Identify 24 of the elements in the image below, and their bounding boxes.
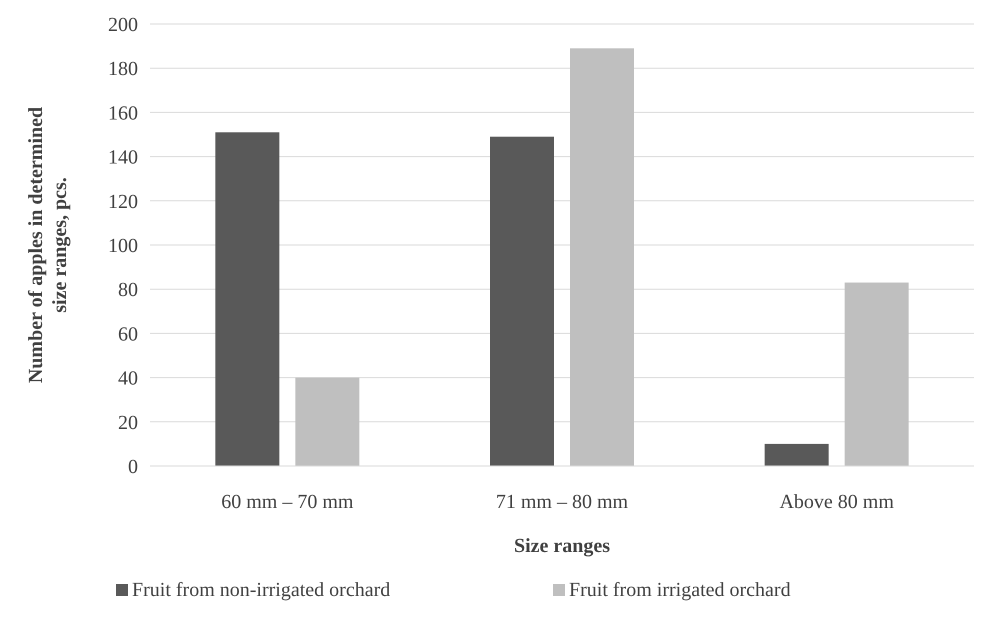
legend-label: Fruit from non-irrigated orchard (132, 579, 390, 601)
x-tick-label: Above 80 mm (779, 491, 894, 513)
y-tick-label: 120 (108, 190, 138, 213)
legend-label: Fruit from irrigated orchard (569, 579, 791, 601)
bar (764, 444, 829, 466)
y-tick-label: 20 (118, 412, 138, 434)
bar (215, 132, 280, 466)
y-tick-label: 0 (128, 456, 138, 478)
y-tick-label: 180 (108, 58, 138, 80)
x-tick-label: 71 mm – 80 mm (496, 491, 629, 513)
y-tick-label: 160 (108, 102, 138, 124)
x-axis-title: Size ranges (514, 535, 610, 557)
y-tick-label: 200 (108, 14, 138, 36)
x-tick-label: 60 mm – 70 mm (221, 491, 354, 513)
bar (295, 378, 360, 466)
y-tick-label: 140 (108, 146, 138, 169)
y-axis-title: Number of apples in determined size ranges, pcs. (25, 106, 71, 384)
bar (844, 282, 909, 466)
bar (570, 48, 634, 466)
y-tick-label: 60 (118, 323, 138, 346)
bar (490, 136, 554, 466)
y-tick-label: 40 (118, 368, 138, 390)
y-tick-label: 100 (108, 235, 138, 257)
y-tick-label: 80 (118, 279, 138, 302)
